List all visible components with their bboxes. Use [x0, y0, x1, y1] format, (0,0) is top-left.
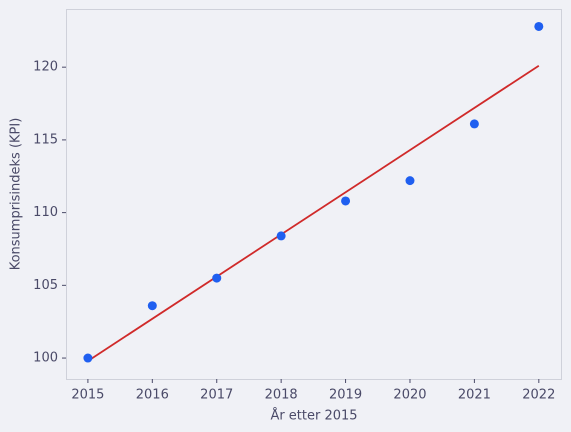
x-tick-label: 2016	[136, 388, 169, 403]
y-axis-label: Konsumprisindeks (KPI)	[9, 118, 24, 271]
data-point	[405, 176, 415, 186]
y-tick-label: 105	[33, 278, 58, 293]
data-point	[341, 196, 351, 206]
y-tick-label: 100	[33, 351, 58, 366]
x-tick-label: 2015	[71, 388, 104, 403]
x-tick-label: 2020	[393, 388, 426, 403]
x-tick-label: 2022	[522, 388, 555, 403]
x-tick-label: 2021	[458, 388, 491, 403]
data-point	[212, 273, 222, 283]
x-tick-label: 2017	[200, 388, 233, 403]
y-tick-label: 110	[33, 205, 58, 220]
data-point	[534, 21, 544, 31]
fit-line	[87, 64, 540, 362]
data-point	[83, 353, 93, 363]
data-point	[276, 231, 286, 241]
x-tick-label: 2018	[265, 388, 298, 403]
y-tick-label: 120	[33, 60, 58, 75]
x-tick-label: 2019	[329, 388, 362, 403]
data-point	[469, 119, 479, 129]
plot-area	[66, 9, 562, 380]
y-tick-label: 115	[33, 132, 58, 147]
data-point	[147, 301, 157, 311]
x-axis-label: År etter 2015	[270, 408, 357, 424]
